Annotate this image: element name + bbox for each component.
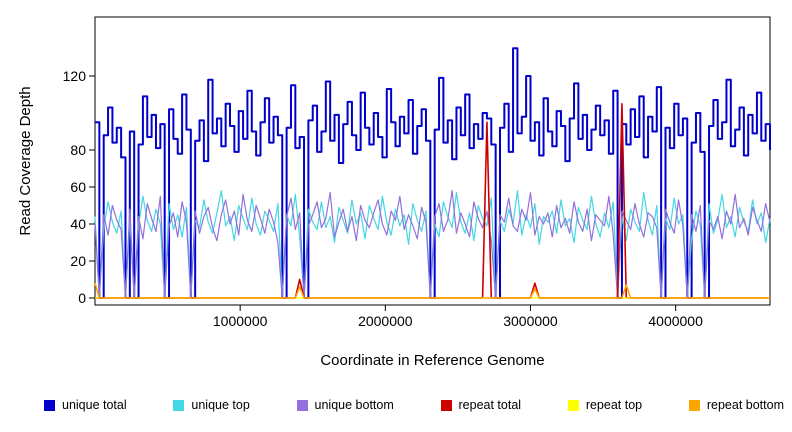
legend-swatch-icon — [440, 399, 452, 411]
y-tick-label: 40 — [70, 216, 86, 232]
legend-label: repeat bottom — [706, 398, 784, 412]
legend-label: repeat top — [585, 398, 643, 412]
legend-swatch-icon — [567, 399, 579, 411]
y-tick-label: 60 — [70, 179, 86, 195]
series-line-unique-bottom — [94, 190, 771, 299]
y-axis-title: Read Coverage Depth — [17, 86, 34, 236]
legend: unique total unique top unique bottom repea… — [44, 398, 784, 412]
legend-swatch-icon — [688, 399, 700, 411]
x-axis-title: Coordinate in Reference Genome — [320, 352, 545, 369]
legend-item-repeat-bottom: repeat bottom — [688, 398, 784, 412]
y-tick-label: 0 — [78, 290, 86, 306]
legend-item-repeat-top: repeat top — [567, 398, 643, 412]
legend-label: repeat total — [458, 398, 522, 412]
series-line-unique-top — [94, 190, 771, 299]
legend-swatch-icon — [44, 399, 55, 411]
y-tick-label: 80 — [70, 142, 86, 158]
x-tick-label: 2000000 — [358, 313, 413, 329]
legend-item-unique-total: unique total — [44, 398, 127, 412]
y-tick-label: 20 — [70, 253, 86, 269]
legend-label: unique top — [191, 398, 250, 412]
legend-label: unique total — [62, 398, 127, 412]
x-tick-label: 3000000 — [503, 313, 558, 329]
legend-swatch-icon — [173, 399, 185, 411]
x-tick-label: 4000000 — [648, 313, 703, 329]
x-tick-label: 1000000 — [213, 313, 268, 329]
plot-area: 1000000 2000000 3000000 4000000 0 20 40 60 80 120 — [63, 16, 771, 329]
y-tick-label: 120 — [63, 68, 87, 84]
plot-box — [94, 16, 771, 306]
legend-label: unique bottom — [314, 398, 394, 412]
legend-item-unique-bottom: unique bottom — [296, 398, 394, 412]
legend-item-unique-top: unique top — [173, 398, 250, 412]
series-line-repeat-bottom — [94, 282, 770, 299]
legend-swatch-icon — [296, 399, 308, 411]
legend-item-repeat-total: repeat total — [440, 398, 522, 412]
